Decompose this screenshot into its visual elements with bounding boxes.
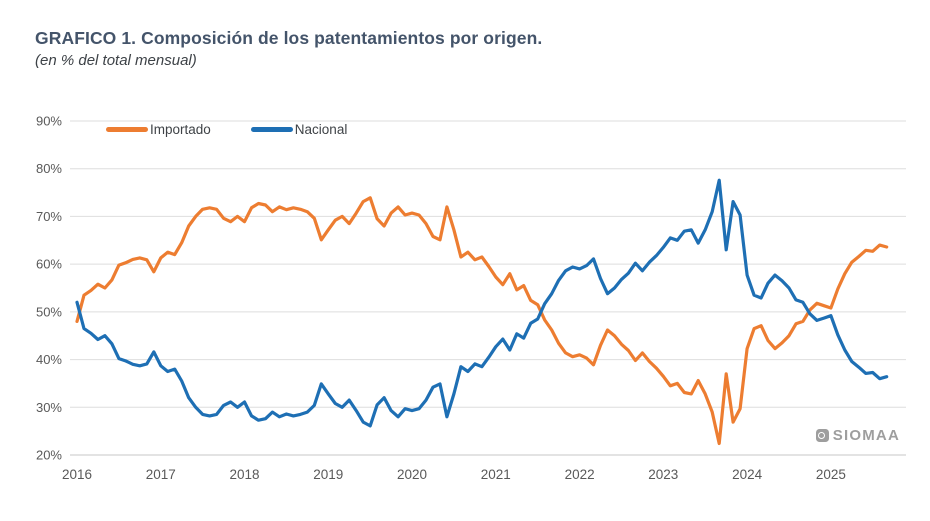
- y-axis-label: 70%: [36, 209, 62, 224]
- x-axis-label: 2018: [229, 467, 259, 482]
- series-line-nacional: [75, 178, 889, 428]
- x-axis-label: 2025: [816, 467, 846, 482]
- siomaa-watermark-text: SIOMAA: [832, 427, 900, 444]
- legend-item-importado: Importado: [106, 122, 211, 137]
- siomaa-watermark: SIOMAA: [815, 427, 900, 444]
- y-axis-label: 30%: [36, 400, 62, 415]
- y-axis-label: 90%: [36, 114, 62, 129]
- legend-swatch-importado: [106, 127, 148, 132]
- y-axis-label: 80%: [36, 161, 62, 176]
- series-line-importado: [75, 196, 889, 446]
- x-axis-label: 2019: [313, 467, 343, 482]
- siomaa-logo-icon: [815, 429, 829, 442]
- x-axis-label: 2020: [397, 467, 427, 482]
- x-axis-label: 2023: [648, 467, 678, 482]
- page-subtitle: (en % del total mensual): [35, 52, 197, 69]
- y-axis-label: 60%: [36, 257, 62, 272]
- y-axis-label: 50%: [36, 304, 62, 319]
- legend-label-importado: Importado: [150, 122, 211, 137]
- page-title: GRAFICO 1. Composición de los patentamie…: [35, 28, 543, 48]
- x-axis-label: 2021: [481, 467, 511, 482]
- x-axis-label: 2017: [146, 467, 176, 482]
- legend-label-nacional: Nacional: [294, 122, 348, 137]
- x-axis-label: 2024: [732, 467, 763, 482]
- legend-swatch-nacional: [250, 127, 293, 132]
- chart-container: 20% 30% 40% 50% 60% 70% 80% 90% 2016 2017 2018 2019…: [0, 96, 930, 521]
- chart-legend: Importado Nacional: [106, 122, 347, 137]
- y-axis-label: 20%: [36, 448, 62, 463]
- legend-item-nacional: Nacional: [250, 122, 348, 137]
- y-axis-label: 40%: [36, 352, 62, 367]
- x-axis-label: 2022: [565, 467, 595, 482]
- chart-header: GRAFICO 1. Composición de los patentamie…: [35, 28, 542, 69]
- line-chart: 20% 30% 40% 50% 60% 70% 80% 90% 2016 2017 2018 2019…: [36, 114, 906, 482]
- x-axis-label: 2016: [62, 467, 92, 482]
